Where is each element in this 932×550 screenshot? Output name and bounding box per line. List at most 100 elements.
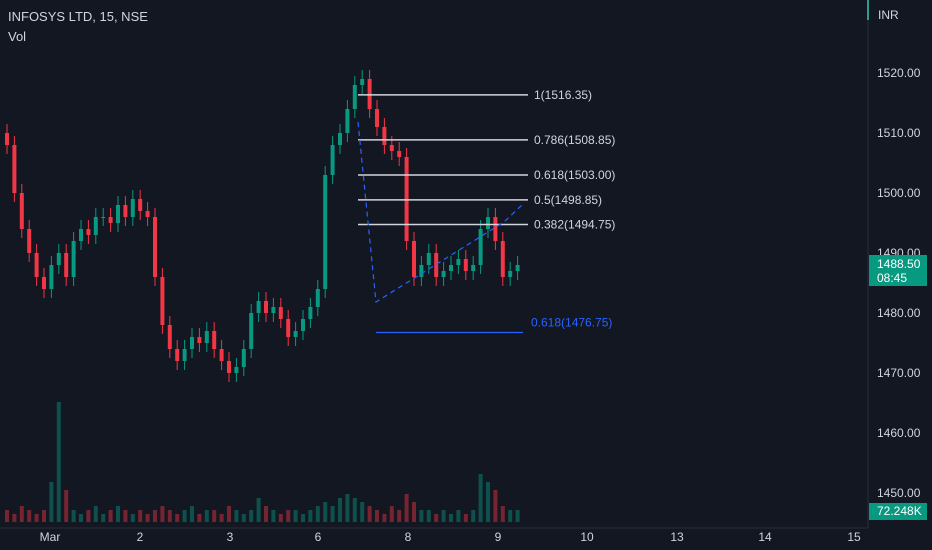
volume-bar [500, 506, 505, 522]
volume-bar [515, 510, 520, 522]
volume-bar [338, 498, 342, 522]
candle-body [478, 229, 483, 265]
volume-bar [486, 482, 490, 522]
volume-bar [108, 510, 113, 522]
candle-body [79, 229, 83, 241]
candle-body [456, 259, 461, 265]
candle-body [197, 337, 202, 343]
volume-bar [101, 514, 106, 522]
candle-body [108, 217, 113, 223]
x-tick-label: 14 [758, 530, 772, 544]
y-tick-label: 1470.00 [877, 366, 921, 380]
candle-body [375, 109, 379, 127]
candle-body [389, 145, 394, 151]
candle-body [153, 217, 157, 277]
volume-bar [190, 506, 194, 522]
volume-bar [412, 502, 416, 522]
volume-bar [79, 514, 83, 522]
candle-body [12, 145, 17, 193]
candle-body [49, 265, 54, 289]
volume-bar [241, 514, 246, 522]
candle-body [486, 217, 490, 229]
volume-bar [478, 474, 483, 522]
candle-body [271, 307, 276, 313]
candle-body [367, 79, 372, 109]
candle-body [434, 253, 439, 277]
candle-body [167, 325, 172, 349]
volume-bar [256, 498, 261, 522]
y-tick-label: 1480.00 [877, 306, 921, 320]
volume-bar [234, 510, 239, 522]
candle-body [360, 79, 365, 85]
candle-body [264, 301, 268, 313]
volume-bar [315, 506, 320, 522]
volume-bar [42, 510, 46, 522]
volume-bar [352, 498, 357, 522]
candle-body [182, 349, 187, 361]
volume-bar [86, 510, 91, 522]
candle-body [138, 199, 143, 211]
last-volume-tag: 72.248K [869, 503, 927, 520]
candle-body [471, 265, 476, 271]
candle-body [101, 217, 106, 218]
volume-bar [204, 510, 209, 522]
fib-level-label: 0.618(1503.00) [534, 168, 615, 182]
candle-body [86, 229, 91, 235]
volume-bar [227, 506, 231, 522]
volume-bar [456, 510, 461, 522]
candle-body [412, 241, 416, 277]
candle-body [204, 331, 209, 343]
volume-bar [441, 510, 446, 522]
candle-body [301, 319, 305, 331]
volume-bar [182, 510, 187, 522]
x-tick-label: 6 [315, 530, 322, 544]
volume-bar [212, 510, 217, 522]
volume-indicator-label[interactable]: Vol [8, 29, 27, 44]
volume-bar [34, 514, 39, 522]
candle-body [330, 145, 335, 175]
volume-bar [93, 506, 98, 522]
currency-marker [867, 0, 869, 20]
candle-body [5, 133, 9, 145]
volume-bar [419, 510, 424, 522]
candle-body [19, 193, 24, 229]
volume-bar [404, 494, 409, 522]
fib-level-label: 0.786(1508.85) [534, 133, 615, 147]
candle-body [227, 361, 231, 373]
candle-body [160, 277, 165, 325]
volume-bar [449, 514, 453, 522]
volume-bar [463, 514, 468, 522]
candle-body [42, 277, 46, 289]
candle-body [419, 265, 424, 277]
candle-body [175, 349, 180, 361]
volume-bar [434, 514, 439, 522]
volume-bar [367, 506, 372, 522]
candle-body [256, 301, 261, 313]
fib-level-label: 0.382(1494.75) [534, 218, 615, 232]
volume-bar [345, 494, 350, 522]
volume-bar [160, 506, 165, 522]
x-tick-label: 9 [495, 530, 502, 544]
volume-bar [471, 510, 476, 522]
candle-body [352, 85, 357, 109]
fib-level-label: 0.5(1498.85) [534, 193, 602, 207]
volume-bar [426, 510, 431, 522]
volume-bar [301, 514, 305, 522]
volume-bar [175, 514, 180, 522]
candle-body [234, 367, 239, 373]
trend-path-dashed [357, 121, 523, 304]
y-tick-label: 1460.00 [877, 426, 921, 440]
volume-bar [27, 510, 32, 522]
candle-body [56, 253, 61, 265]
volume-bar [271, 510, 276, 522]
volume-bar [130, 514, 135, 522]
volume-bar [308, 510, 313, 522]
volume-bar [293, 510, 298, 522]
volume-bar [167, 510, 172, 522]
volume-bar [323, 502, 328, 522]
currency-label[interactable]: INR [878, 8, 899, 22]
candle-body [404, 157, 409, 241]
volume-bar [197, 514, 202, 522]
candle-body [382, 127, 387, 145]
